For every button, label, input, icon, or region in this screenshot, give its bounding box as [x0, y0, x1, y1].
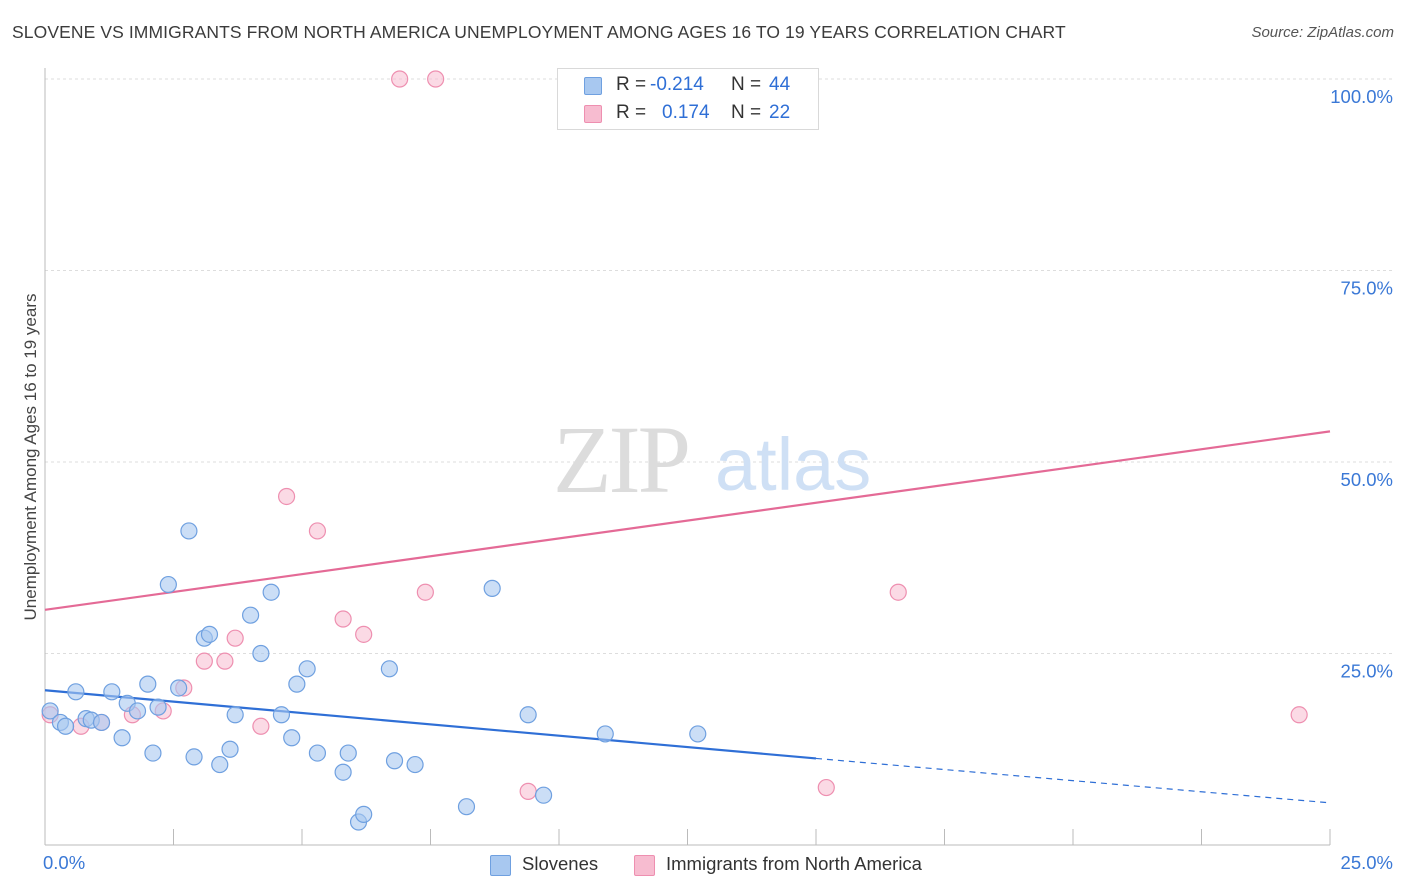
data-point-slovenes	[221, 740, 239, 758]
data-point-slovenes	[339, 744, 357, 762]
chart-legend: Slovenes Immigrants from North America	[0, 850, 1406, 880]
y-tick-label: 25.0%	[1341, 661, 1393, 682]
data-point-slovenes	[185, 748, 203, 766]
data-point-slovenes	[596, 725, 614, 743]
data-point-slovenes	[355, 805, 373, 823]
data-point-immigrants	[308, 522, 327, 540]
legend-label: Slovenes	[522, 853, 599, 874]
n-label: N =	[731, 74, 762, 95]
n-value: 22	[769, 102, 791, 123]
data-point-slovenes	[380, 660, 398, 678]
x-tick-label: 25.0%	[1341, 852, 1393, 873]
immigrants-legend-swatch	[634, 855, 655, 876]
data-point-immigrants	[1290, 706, 1308, 724]
y-tick-label: 75.0%	[1341, 278, 1393, 299]
watermark: ZIP atlas	[553, 406, 871, 513]
data-point-immigrants	[889, 583, 907, 601]
source-label: Source: ZipAtlas.com	[1251, 24, 1394, 41]
r-value: 0.174	[662, 102, 710, 123]
data-point-slovenes	[200, 625, 219, 643]
trend-line-immigrants	[44, 430, 1331, 611]
data-point-slovenes	[298, 660, 316, 678]
r-value: -0.214	[650, 74, 704, 95]
data-point-slovenes	[283, 729, 301, 747]
y-axis-label: Unemployment Among Ages 16 to 19 years	[21, 294, 40, 621]
data-point-immigrants	[277, 487, 296, 506]
data-point-immigrants	[334, 610, 352, 628]
data-point-slovenes	[483, 579, 501, 597]
data-point-slovenes	[252, 644, 270, 663]
data-point-slovenes	[288, 675, 306, 693]
data-point-slovenes	[180, 522, 198, 540]
data-points	[41, 70, 1308, 831]
data-point-immigrants	[519, 782, 537, 800]
y-tick-label: 100.0%	[1330, 86, 1393, 107]
data-point-slovenes	[406, 755, 424, 774]
data-point-slovenes	[159, 575, 177, 594]
data-point-slovenes	[519, 706, 537, 724]
data-point-immigrants	[216, 652, 234, 670]
data-point-immigrants	[195, 652, 213, 670]
y-tick-label: 50.0%	[1341, 469, 1393, 490]
data-point-immigrants	[817, 778, 835, 797]
slovenes-legend-swatch	[490, 855, 511, 876]
n-label: N =	[731, 102, 762, 123]
legend-label: Immigrants from North America	[666, 853, 922, 874]
data-point-slovenes	[56, 717, 75, 735]
data-point-slovenes	[211, 755, 229, 774]
data-point-immigrants	[226, 629, 244, 647]
tick-labels: 25.0% 50.0% 75.0% 100.0% 0.0% 25.0%	[43, 86, 1393, 873]
immigrants-swatch	[584, 105, 602, 123]
watermark-atlas: atlas	[715, 423, 871, 506]
data-point-immigrants	[427, 70, 445, 88]
data-point-slovenes	[334, 763, 352, 781]
grid-lines	[45, 78, 1392, 654]
data-point-immigrants	[416, 583, 434, 601]
data-point-immigrants	[391, 70, 409, 88]
data-point-slovenes	[689, 725, 707, 743]
x-tick-label: 0.0%	[43, 852, 85, 873]
data-point-slovenes	[149, 698, 167, 716]
data-point-slovenes	[113, 729, 131, 747]
r-label: R =	[616, 102, 647, 123]
data-point-slovenes	[272, 706, 291, 724]
stats-row-slovenes: R = -0.214 N = 44	[558, 72, 818, 100]
trend-lines	[44, 430, 1331, 804]
slovenes-swatch	[584, 77, 602, 95]
data-point-slovenes	[103, 683, 121, 701]
data-point-slovenes	[41, 702, 59, 720]
data-point-slovenes	[67, 683, 85, 701]
correlation-stats-box: R = -0.214 N = 44 R = 0.174 N = 22	[557, 68, 819, 130]
data-point-slovenes	[170, 679, 188, 697]
data-point-slovenes	[457, 798, 476, 816]
data-point-slovenes	[139, 675, 157, 693]
stats-row-immigrants: R = 0.174 N = 22	[558, 100, 818, 128]
n-value: 44	[769, 74, 791, 95]
r-label: R =	[616, 74, 647, 95]
trend-line-slovenes	[44, 689, 817, 760]
watermark-zip: ZIP	[553, 406, 688, 513]
data-point-slovenes	[92, 713, 111, 732]
data-point-slovenes	[308, 744, 327, 762]
data-point-slovenes	[242, 606, 260, 624]
data-point-slovenes	[385, 752, 404, 770]
data-point-slovenes	[128, 702, 147, 720]
data-point-immigrants	[252, 717, 270, 735]
chart-title: SLOVENE VS IMMIGRANTS FROM NORTH AMERICA…	[12, 22, 1066, 42]
trend-line-slovenes-extension	[815, 757, 1331, 804]
data-point-slovenes	[226, 706, 244, 724]
data-point-slovenes	[144, 744, 162, 762]
data-point-slovenes	[534, 786, 553, 804]
data-point-slovenes	[262, 583, 280, 601]
data-point-immigrants	[355, 625, 373, 643]
